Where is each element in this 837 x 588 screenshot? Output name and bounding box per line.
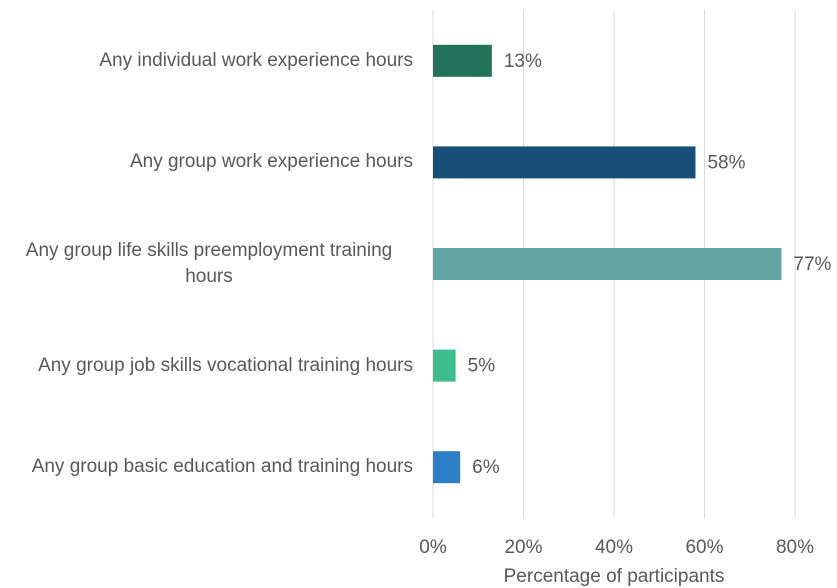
data-label: 6% [472, 457, 500, 478]
x-axis-label: Percentage of participants [504, 566, 725, 587]
data-label: 77% [793, 254, 831, 275]
bar [433, 146, 696, 179]
x-tick-label: 40% [595, 537, 633, 558]
y-tick-label: Any group life skills preemployment trai… [25, 240, 393, 287]
bar [433, 349, 456, 382]
bar [433, 451, 461, 484]
y-tick-label: Any group work experience hours [129, 151, 413, 173]
y-tick-label: Any group job skills vocational training… [38, 354, 413, 376]
x-tick-label: 60% [685, 537, 723, 558]
y-tick-label: Any individual work experience hours [99, 49, 413, 71]
bar [433, 248, 782, 280]
data-label: 5% [468, 356, 496, 377]
x-tick-label: 0% [419, 537, 447, 558]
data-label: 58% [707, 152, 745, 173]
x-tick-label: 20% [504, 537, 542, 558]
x-tick-label: 80% [776, 537, 814, 558]
y-tick-label: Any group basic education and training h… [31, 456, 413, 478]
data-label: 13% [504, 51, 542, 72]
bar [433, 44, 492, 77]
